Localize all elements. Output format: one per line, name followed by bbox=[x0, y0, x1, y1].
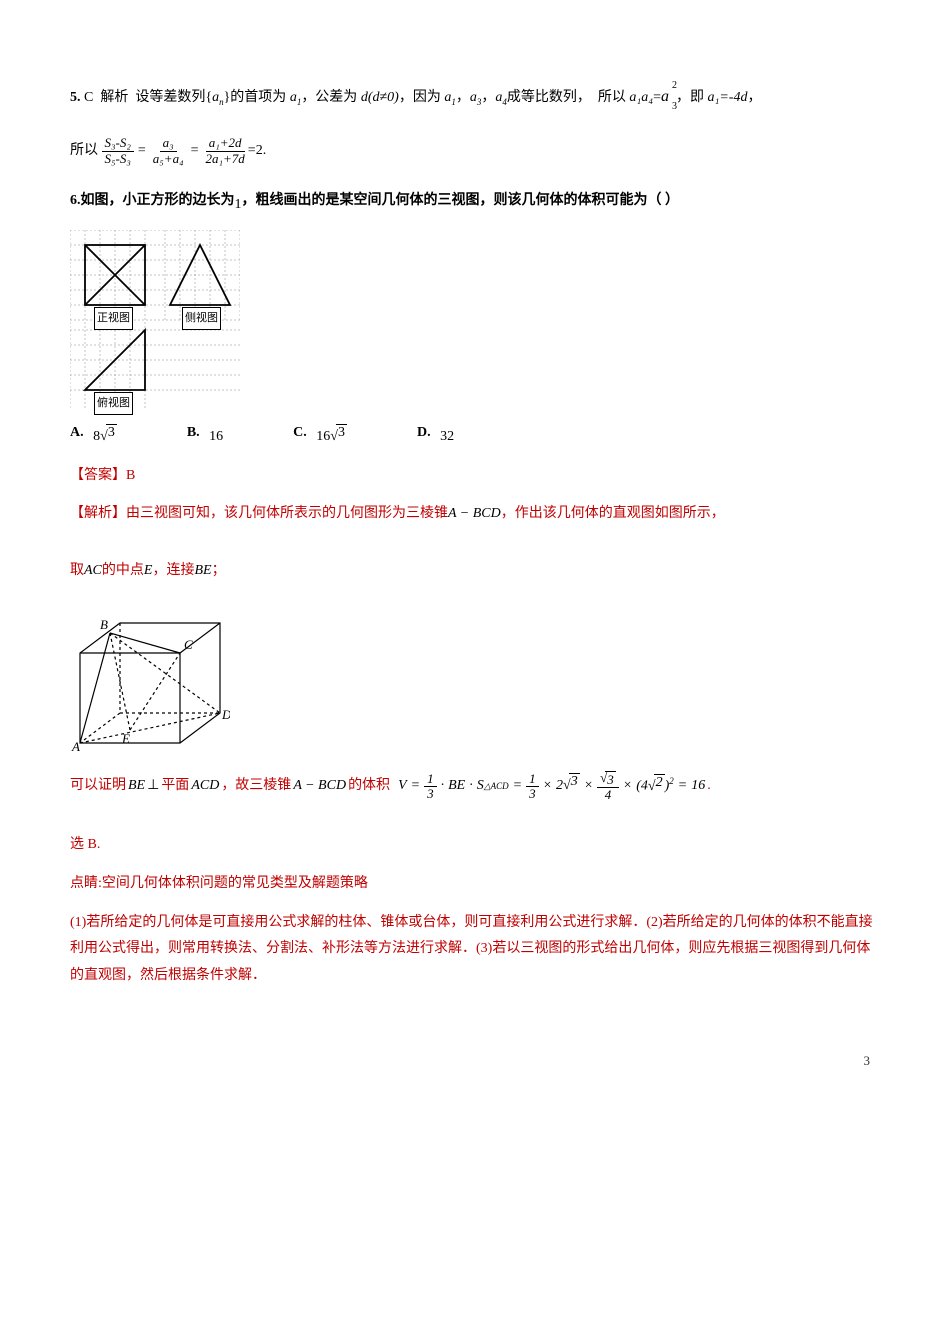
q6-explain-2: 取AC的中点E，连接BE； bbox=[70, 558, 880, 585]
q5-l2-prefix: 所以 bbox=[70, 143, 98, 158]
q5-t6: 所以 bbox=[598, 90, 626, 105]
answer-val: B bbox=[126, 468, 135, 483]
q5-l2-res: =2. bbox=[248, 143, 266, 158]
q5-t4: ，因为 bbox=[399, 90, 441, 105]
top-view-label: 俯视图 bbox=[94, 392, 133, 415]
q5-eq1-lhs: a₁a₄ bbox=[629, 90, 653, 105]
q5-t1: 设等差数列{ bbox=[135, 90, 212, 105]
q6-answer: 【答案】B bbox=[70, 463, 880, 490]
opt-a: A. 8√3 bbox=[70, 420, 117, 450]
lbl-E: E bbox=[121, 731, 130, 746]
opt-d: D. 32 bbox=[417, 420, 454, 450]
q6-stem: 6.如图，小正方形的边长为1，粗线画出的是某空间几何体的三视图，则该几何体的体积… bbox=[70, 188, 880, 218]
lbl-A: A bbox=[71, 739, 80, 753]
q6-select: 选 B. bbox=[70, 832, 880, 859]
q5-t7: ，即 bbox=[676, 90, 704, 105]
q5-d: d bbox=[361, 90, 368, 105]
opt-c: C. 16√3 bbox=[293, 420, 347, 450]
q5-a1-a: a bbox=[290, 90, 297, 105]
q5-answer-letter: C bbox=[84, 90, 93, 105]
q5-t5: 成等比数列， bbox=[507, 90, 591, 105]
q6-label: 6. bbox=[70, 193, 81, 208]
q6-proof: 可以证明BE⊥平面ACD，故三棱锥A − BCD的体积 V= 13 ·BE· S… bbox=[70, 771, 880, 803]
q5-line2: 所以 S₃-S₂S₅-S₃ = a₃a₅+a₄ = a₁+2d2a₁+7d =2… bbox=[70, 136, 880, 166]
q5-t3: ，公差为 bbox=[301, 90, 357, 105]
q5-fraction-chain: S₃-S₂S₅-S₃ = a₃a₅+a₄ = a₁+2d2a₁+7d bbox=[102, 136, 248, 166]
lbl-D: D bbox=[221, 707, 230, 722]
volume-formula: V= 13 ·BE· S△ACD = 13 × 2√3 × √34 × (4√2… bbox=[398, 771, 705, 803]
opt-b: B. 16 bbox=[187, 420, 223, 450]
q6-s1: 如图，小正方形的边长为 bbox=[81, 193, 235, 208]
q5-dcond: (d≠0) bbox=[368, 90, 399, 105]
q6-options: A. 8√3 B. 16 C. 16√3 D. 32 bbox=[70, 420, 880, 450]
three-view-figure: 正视图 侧视图 俯视图 bbox=[70, 230, 240, 410]
q6-tip-title: 点睛:空间几何体体积问题的常见类型及解题策略 bbox=[70, 871, 880, 898]
q6-explain-1: 【解析】由三视图可知，该几何体所表示的几何图形为三棱锥A − BCD，作出该几何… bbox=[70, 501, 880, 528]
explain-label: 【解析】 bbox=[70, 506, 126, 521]
side-view-label: 侧视图 bbox=[182, 307, 221, 330]
lbl-B: B bbox=[100, 617, 108, 632]
oblique-diagram: A B C D E bbox=[70, 603, 880, 753]
lbl-C: C bbox=[184, 637, 193, 652]
q5-t2: }的首项为 bbox=[224, 90, 287, 105]
q6-s2: ，粗线画出的是某空间几何体的三视图，则该几何体的体积可能为（ ） bbox=[242, 193, 680, 208]
page-number: 3 bbox=[70, 1049, 880, 1074]
front-view-label: 正视图 bbox=[94, 307, 133, 330]
answer-label: 【答案】 bbox=[70, 468, 126, 483]
q5-line1: 5. C 解析 设等差数列{an}的首项为 a1，公差为 d(d≠0)，因为 a… bbox=[70, 82, 880, 112]
q6-tip-body: (1)若所给定的几何体是可直接用公式求解的柱体、锥体或台体，则可直接利用公式进行… bbox=[70, 910, 880, 990]
q5-eq2: a₁=-4d bbox=[707, 90, 747, 105]
q5-label: 5. bbox=[70, 90, 81, 105]
q5-analysis-label: 解析 bbox=[100, 90, 128, 105]
